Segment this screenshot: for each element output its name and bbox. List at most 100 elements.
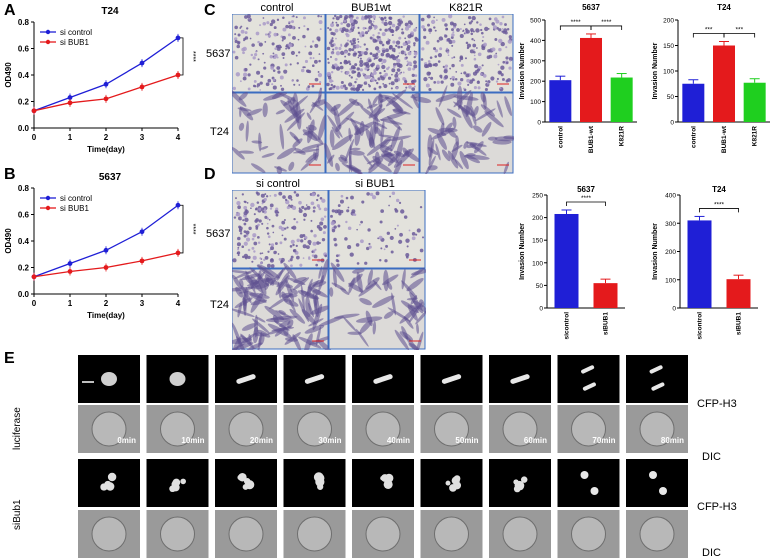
bar [682, 83, 705, 122]
category-label: siBUB1 [736, 312, 743, 336]
y-tick-label: 0 [672, 306, 676, 313]
category-label: siBUB1 [603, 312, 610, 336]
chart-title: T24 [717, 3, 731, 12]
cfp-frame-sibub1 [489, 459, 551, 507]
data-point [139, 229, 145, 235]
micrograph-tile-t24 [413, 85, 514, 174]
y-tick-label: 0.4 [18, 71, 30, 80]
data-point [103, 265, 109, 270]
timepoint-label: 80min [661, 436, 684, 445]
e-label-dic-2: DIC [702, 547, 721, 559]
data-point [31, 108, 37, 114]
y-tick-label: 0.8 [18, 18, 30, 27]
d-row-t24: T24 [210, 299, 229, 311]
micrograph-tile-5637 [232, 14, 326, 93]
y-tick-label: 200 [532, 215, 543, 222]
d-row-5637: 5637 [206, 228, 231, 240]
dic-frame-luciferase [489, 405, 551, 453]
timepoint-label: 0min [117, 436, 136, 445]
dic-frame-sibub1 [215, 510, 277, 558]
cfp-frame-sibub1 [557, 459, 620, 507]
timepoint-label: 50min [455, 436, 478, 445]
cfp-frame-luciferase [146, 355, 209, 403]
y-tick-label: 0.4 [18, 237, 30, 246]
panel-label-d: D [204, 166, 216, 183]
c-col-control: control [260, 2, 294, 14]
significance-bracket [180, 204, 184, 254]
significance-stars: *** [705, 27, 713, 34]
data-point [67, 269, 73, 274]
y-axis-label: Invasion Number [519, 42, 526, 99]
cfp-frame-luciferase [420, 355, 483, 403]
e-row-sibub1: siBub1 [12, 490, 42, 550]
chart-a: T24 0.0 0.2 0.4 0.6 0.8 0 1 2 3 4 Time(day) OD490 si … [4, 6, 196, 154]
significance-bracket [566, 201, 606, 206]
bar [726, 279, 751, 308]
y-axis-label: Invasion Number [519, 223, 526, 280]
legend-label: si BUB1 [60, 38, 89, 47]
y-tick-label: 0.8 [18, 184, 30, 193]
cfp-frame-luciferase [78, 355, 140, 403]
data-point [175, 202, 181, 208]
cfp-frame-sibub1 [420, 459, 483, 507]
dic-frame-luciferase [146, 405, 209, 453]
bar [743, 82, 766, 122]
dic-frame-luciferase [420, 405, 483, 453]
x-tick-label: 4 [176, 133, 181, 142]
significance-stars: *** [736, 27, 744, 34]
y-tick-label: 150 [663, 43, 674, 50]
micrograph-tile-5637 [328, 190, 426, 269]
significance-stars: **** [189, 224, 196, 235]
category-label: control [690, 126, 697, 148]
timepoint-label: 10min [181, 436, 204, 445]
data-point [139, 258, 145, 264]
data-point [103, 81, 109, 87]
bar [593, 283, 618, 308]
significance-bracket [559, 25, 592, 30]
significance-stars: **** [601, 19, 612, 26]
panel-e-timelapse: 0min 10min 20min 30min 40min 50min 60min 70min 8… [78, 355, 688, 558]
d-col-sicontrol: si control [255, 178, 301, 190]
cfp-frame-luciferase [283, 355, 346, 403]
y-tick-label: 0.6 [18, 211, 30, 220]
dic-frame-sibub1 [557, 510, 620, 558]
e-label-cfp-1: CFP-H3 [697, 398, 737, 410]
dic-frame-sibub1 [489, 510, 551, 558]
chart-d-5637: 5637 0 50 100 150 200 250 Invasion Number sicont… [519, 185, 625, 340]
panel-label-e: E [4, 350, 15, 367]
cfp-frame-luciferase [489, 355, 551, 403]
chart-title: T24 [101, 6, 119, 17]
y-tick-label: 0.2 [18, 264, 30, 273]
y-tick-label: 0 [537, 120, 541, 127]
x-axis-label: Time(day) [87, 145, 125, 154]
micrograph-tile-5637 [325, 14, 420, 93]
x-tick-label: 4 [176, 299, 181, 308]
x-tick-label: 1 [68, 299, 73, 308]
y-tick-label: 200 [665, 249, 676, 256]
category-label: sicontrol [564, 312, 571, 340]
e-label-cfp-2: CFP-H3 [697, 501, 737, 513]
timepoint-label: 40min [387, 436, 410, 445]
x-tick-label: 0 [32, 133, 37, 142]
sibub1-label: siBub1 [12, 499, 23, 530]
significance-bracket [590, 25, 623, 30]
x-tick-label: 3 [140, 299, 145, 308]
dic-frame-luciferase [78, 405, 140, 453]
chart-c-5637: 5637 0 100 200 300 400 500 Invasion Number contr… [519, 3, 637, 153]
y-axis-label: OD490 [4, 228, 13, 254]
e-label-dic-1: DIC [702, 451, 721, 463]
x-tick-label: 3 [140, 133, 145, 142]
y-tick-label: 0 [670, 120, 674, 127]
c-row-5637: 5637 [206, 48, 231, 60]
y-tick-label: 0.0 [18, 124, 30, 133]
dic-frame-sibub1 [420, 510, 483, 558]
bar [580, 37, 602, 123]
significance-bracket [699, 208, 739, 213]
significance-bracket [180, 37, 184, 76]
cfp-frame-luciferase [352, 355, 414, 403]
data-point [139, 84, 145, 90]
significance-bracket [692, 33, 725, 38]
significance-stars: **** [571, 19, 582, 26]
panel-label-c: C [204, 2, 216, 19]
data-point [175, 35, 181, 41]
